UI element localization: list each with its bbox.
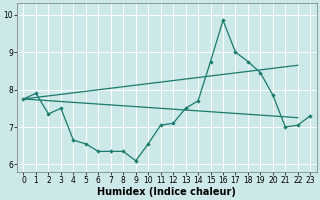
X-axis label: Humidex (Indice chaleur): Humidex (Indice chaleur) xyxy=(98,187,236,197)
